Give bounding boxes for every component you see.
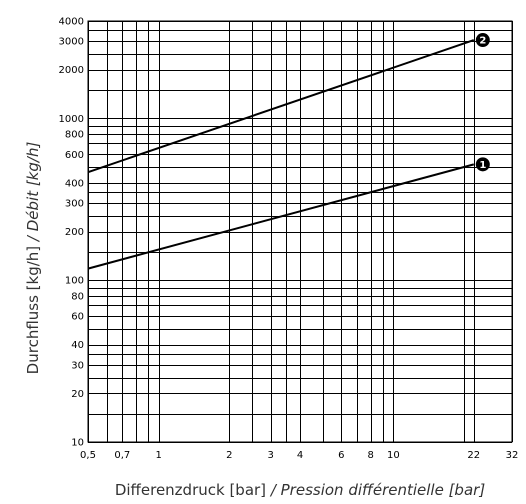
x-tick-label: 32 [506, 450, 519, 461]
x-tick-label: 3 [267, 450, 273, 461]
y-tick-label: 10 [71, 438, 84, 449]
x-tick-label: 0,7 [114, 450, 130, 461]
x-tick-label: 1 [155, 450, 161, 461]
x-axis-title-main: Differenzdruck [bar] [115, 481, 266, 499]
y-axis-title: Durchfluss [kg/h] / Débit [kg/h] [24, 142, 42, 375]
y-tick-label: 3000 [59, 37, 84, 48]
y-tick-label: 30 [71, 360, 84, 371]
x-tick-label: 8 [367, 450, 373, 461]
y-tick-label: 800 [65, 130, 84, 141]
x-axis-title-alt: Pression différentielle [bar] [281, 481, 486, 499]
series-line-2 [88, 40, 474, 172]
x-tick-label: 4 [297, 450, 303, 461]
y-tick-label: 1000 [59, 114, 84, 125]
x-tick-label: 2 [226, 450, 232, 461]
grid-lines [88, 21, 513, 443]
x-tick-label: 10 [387, 450, 400, 461]
y-tick-label: 600 [65, 150, 84, 161]
x-tick-label: 0,5 [80, 450, 96, 461]
y-tick-label: 200 [65, 227, 84, 238]
y-tick-label: 4000 [59, 17, 84, 28]
x-axis-title: Differenzdruck [bar] / Pression différen… [115, 481, 485, 499]
y-axis-title-separator: / [24, 231, 42, 246]
series-marker-label: 2 [479, 36, 486, 47]
x-axis-title-separator: / [266, 481, 281, 499]
y-axis-title-main: Durchfluss [kg/h] [24, 246, 42, 374]
y-axis-title-alt: Débit [kg/h] [24, 142, 42, 232]
y-tick-label: 20 [71, 389, 84, 400]
y-tick-label: 400 [65, 178, 84, 189]
series-marker-label: 1 [479, 160, 486, 171]
x-tick-label: 22 [467, 450, 480, 461]
x-tick-label: 6 [338, 450, 344, 461]
y-tick-label: 80 [71, 291, 84, 302]
y-tick-label: 2000 [59, 65, 84, 76]
tick-labels: 0,5 0,7 1 2 3 4 6 8 10 22 32 10 20 30 40 60 80 100 200 300 4… [59, 17, 519, 462]
y-tick-label: 300 [65, 199, 84, 210]
y-tick-label: 100 [65, 276, 84, 287]
y-tick-label: 40 [71, 340, 84, 351]
y-tick-label: 60 [71, 312, 84, 323]
